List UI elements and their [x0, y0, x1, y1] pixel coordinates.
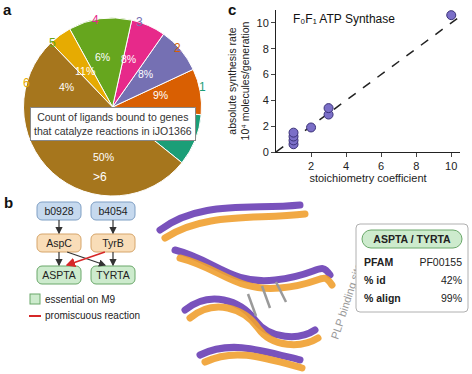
svg-text:PFAM: PFAM — [364, 256, 393, 268]
svg-text:TYRTA: TYRTA — [96, 269, 129, 281]
svg-text:1: 1 — [199, 80, 206, 94]
svg-text:10: 10 — [257, 17, 269, 29]
svg-text:Count of ligands bound to gene: Count of ligands bound to genesthat cata… — [34, 111, 192, 137]
svg-text:5: 5 — [49, 36, 56, 50]
svg-text:b0928: b0928 — [44, 205, 73, 217]
svg-text:b4054: b4054 — [98, 205, 127, 217]
svg-text:10: 10 — [445, 160, 457, 172]
svg-text:4: 4 — [263, 94, 269, 106]
svg-text:TyrB: TyrB — [102, 237, 124, 249]
svg-text:essential on M9: essential on M9 — [45, 294, 115, 305]
svg-text:2: 2 — [263, 120, 269, 132]
svg-text:% align: % align — [364, 292, 401, 304]
svg-text:4%: 4% — [59, 81, 74, 93]
svg-text:2: 2 — [174, 41, 181, 55]
svg-text:42%: 42% — [441, 274, 462, 286]
svg-text:50%: 50% — [93, 151, 114, 163]
html-text:b: b — [4, 194, 14, 211]
svg-text:% id: % id — [364, 274, 386, 286]
svg-text:0: 0 — [263, 146, 269, 158]
svg-text:F₀F₁ ATP Synthase: F₀F₁ ATP Synthase — [293, 12, 395, 26]
svg-text:8: 8 — [263, 43, 269, 55]
svg-text:promiscuous reaction: promiscuous reaction — [45, 310, 140, 321]
html-text:a: a — [3, 1, 12, 18]
svg-text:6: 6 — [263, 68, 269, 80]
svg-text:PLP binding site: PLP binding site — [328, 261, 365, 341]
svg-text:6: 6 — [23, 76, 30, 90]
svg-text:11%: 11% — [75, 65, 95, 77]
svg-text:4: 4 — [92, 13, 99, 27]
svg-text:3: 3 — [136, 15, 143, 29]
svg-text:AspC: AspC — [46, 237, 72, 249]
svg-text:absolute synthesis rate10⁴ mol: absolute synthesis rate10⁴ molecules/gen… — [226, 21, 252, 140]
svg-text:8: 8 — [413, 160, 419, 172]
svg-text:4: 4 — [343, 160, 349, 172]
svg-text:8%: 8% — [121, 53, 136, 65]
svg-text:9%: 9% — [153, 89, 168, 101]
svg-text:99%: 99% — [441, 292, 462, 304]
svg-text:PF00155: PF00155 — [419, 256, 462, 268]
svg-text:stoichiometry coefficient: stoichiometry coefficient — [309, 172, 426, 184]
html-text:c: c — [228, 1, 237, 18]
svg-text:ASPTA / TYRTA: ASPTA / TYRTA — [373, 233, 451, 245]
svg-text:8%: 8% — [138, 68, 153, 80]
svg-text:6%: 6% — [95, 51, 110, 63]
svg-text:2: 2 — [308, 160, 314, 172]
svg-text:6: 6 — [378, 160, 384, 172]
svg-text:>6: >6 — [93, 170, 107, 184]
svg-text:ASPTA: ASPTA — [42, 269, 76, 281]
